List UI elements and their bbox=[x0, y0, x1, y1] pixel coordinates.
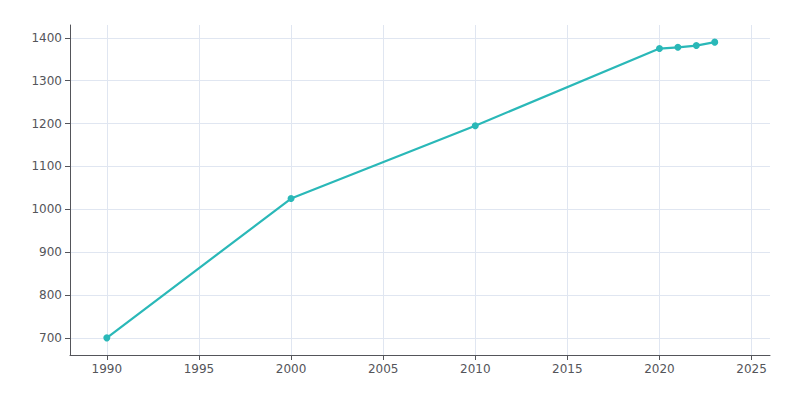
svg-text:2020: 2020 bbox=[644, 362, 675, 376]
svg-text:2000: 2000 bbox=[276, 362, 307, 376]
svg-text:1000: 1000 bbox=[31, 202, 62, 216]
svg-text:1300: 1300 bbox=[31, 74, 62, 88]
svg-text:1400: 1400 bbox=[31, 31, 62, 45]
svg-text:1100: 1100 bbox=[31, 159, 62, 173]
svg-text:2010: 2010 bbox=[460, 362, 491, 376]
svg-text:2005: 2005 bbox=[368, 362, 399, 376]
svg-text:700: 700 bbox=[39, 331, 62, 345]
svg-text:1200: 1200 bbox=[31, 117, 62, 131]
svg-text:1990: 1990 bbox=[92, 362, 123, 376]
svg-text:1995: 1995 bbox=[184, 362, 215, 376]
svg-text:800: 800 bbox=[39, 288, 62, 302]
svg-text:2015: 2015 bbox=[552, 362, 583, 376]
svg-text:2025: 2025 bbox=[736, 362, 767, 376]
svg-text:900: 900 bbox=[39, 245, 62, 259]
